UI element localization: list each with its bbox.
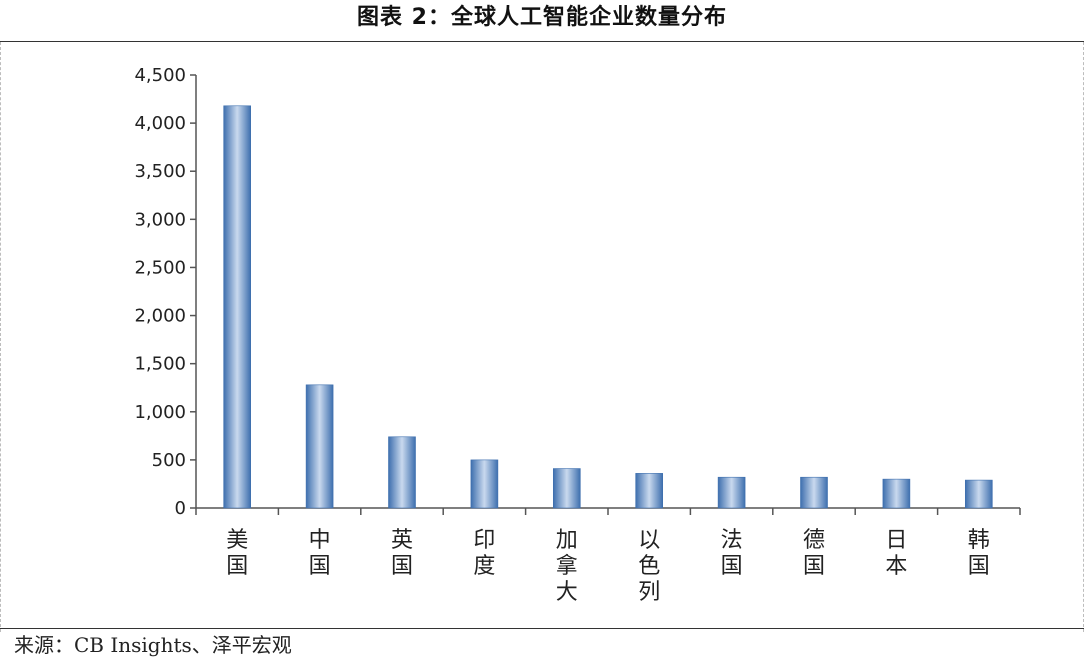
y-tick-label: 4,500 [134,65,186,86]
x-category-glyph: 拿 [556,553,578,579]
left-border [0,42,1,632]
bars [223,105,993,509]
x-category-glyph: 国 [721,554,743,579]
x-category-glyph: 德 [803,528,825,553]
y-tick-label: 1,000 [134,402,186,423]
bar-chart: 0 500 1,000 1,500 2,000 2,500 3,000 3,500 4,000 4… [134,65,1021,605]
x-category-glyph: 国 [803,554,825,579]
bar [305,384,334,509]
axis-labels: 0 500 1,000 1,500 2,000 2,500 3,000 3,500 4,000 4… [134,65,989,605]
x-category-label: 以色列 [638,528,660,605]
bar [800,476,828,509]
x-category-glyph: 法 [721,528,743,553]
x-category-glyph: 日 [885,528,907,553]
x-category-label: 法国 [721,528,743,579]
bar [388,436,416,509]
x-category-glyph: 色 [638,554,660,579]
y-tick-label: 3,500 [134,161,186,182]
bar [223,105,251,509]
y-tick-label: 500 [152,450,186,471]
x-category-glyph: 韩 [968,528,990,553]
x-category-glyph: 国 [391,554,413,579]
bar [552,468,581,509]
x-category-label: 德国 [803,528,825,579]
bottom-rule [0,628,1084,629]
y-tick-label: 4,000 [134,113,186,134]
x-category-label: 英国 [391,528,413,579]
bar [717,476,746,509]
x-category-glyph: 美 [226,528,248,553]
y-tick-label: 1,500 [134,354,186,375]
bar [882,478,911,509]
top-rule [0,41,1084,42]
x-category-label: 加拿大 [556,528,578,605]
x-category-glyph: 国 [309,554,331,579]
x-category-glyph: 度 [473,554,495,579]
x-category-glyph: 以 [638,528,660,553]
x-category-label: 美国 [226,528,248,579]
y-tick-label: 0 [175,498,186,519]
bar [470,459,499,509]
x-category-glyph: 英 [391,528,413,553]
x-category-glyph: 国 [226,554,248,579]
x-category-glyph: 中 [309,528,331,553]
x-category-glyph: 国 [968,554,990,579]
x-category-label: 日本 [885,528,907,579]
figure-title: 图表 2：全球人工智能企业数量分布 [357,5,727,30]
bar [964,479,993,509]
x-category-glyph: 列 [638,580,660,605]
source-note: 来源：CB Insights、泽平宏观 [14,633,292,657]
x-category-label: 韩国 [968,528,990,579]
bar [635,473,664,509]
x-category-glyph: 大 [556,580,578,605]
x-category-glyph: 印 [473,528,495,553]
x-category-label: 中国 [309,528,331,579]
x-category-label: 印度 [473,528,495,579]
y-tick-label: 2,500 [134,257,186,278]
y-tick-label: 2,000 [134,306,186,327]
y-tick-label: 3,000 [134,209,186,230]
x-category-glyph: 本 [885,554,907,579]
x-category-glyph: 加 [556,528,578,553]
